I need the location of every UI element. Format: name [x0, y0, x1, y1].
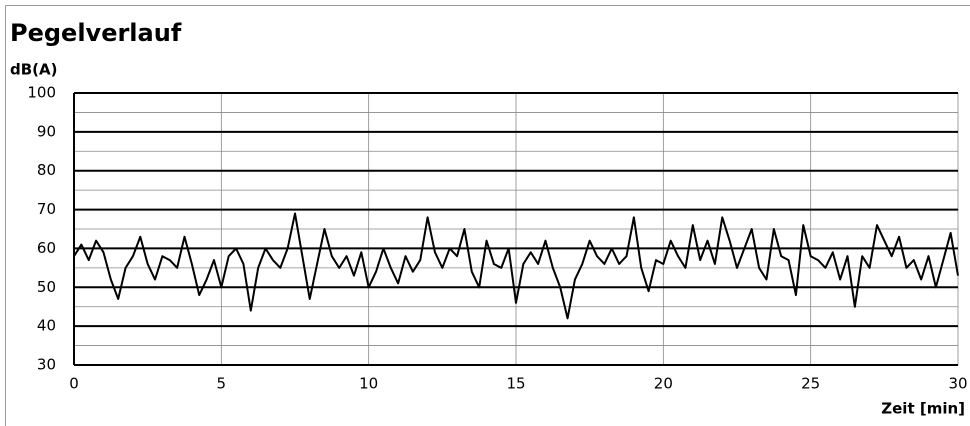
y-tick-label: 60 [37, 239, 56, 257]
x-tick-label: 15 [506, 375, 525, 393]
chart-title: Pegelverlauf [10, 19, 182, 47]
x-tick-label: 30 [948, 375, 967, 393]
x-tick-label: 20 [654, 375, 673, 393]
y-tick-label: 40 [37, 317, 56, 335]
x-tick-label: 25 [801, 375, 820, 393]
y-tick-label: 70 [37, 200, 56, 218]
y-tick-label: 90 [37, 122, 56, 140]
level-line [73, 212, 959, 320]
y-axis-label: dB(A) [10, 61, 58, 79]
x-tick-label: 5 [217, 375, 227, 393]
x-tick-label: 0 [69, 375, 79, 393]
x-axis-label: Zeit [min] [881, 400, 965, 418]
x-tick-label: 10 [359, 375, 378, 393]
y-tick-label: 80 [37, 161, 56, 179]
y-tick-label: 30 [37, 356, 56, 374]
y-tick-label: 50 [37, 278, 56, 296]
y-tick-label: 100 [27, 84, 56, 102]
